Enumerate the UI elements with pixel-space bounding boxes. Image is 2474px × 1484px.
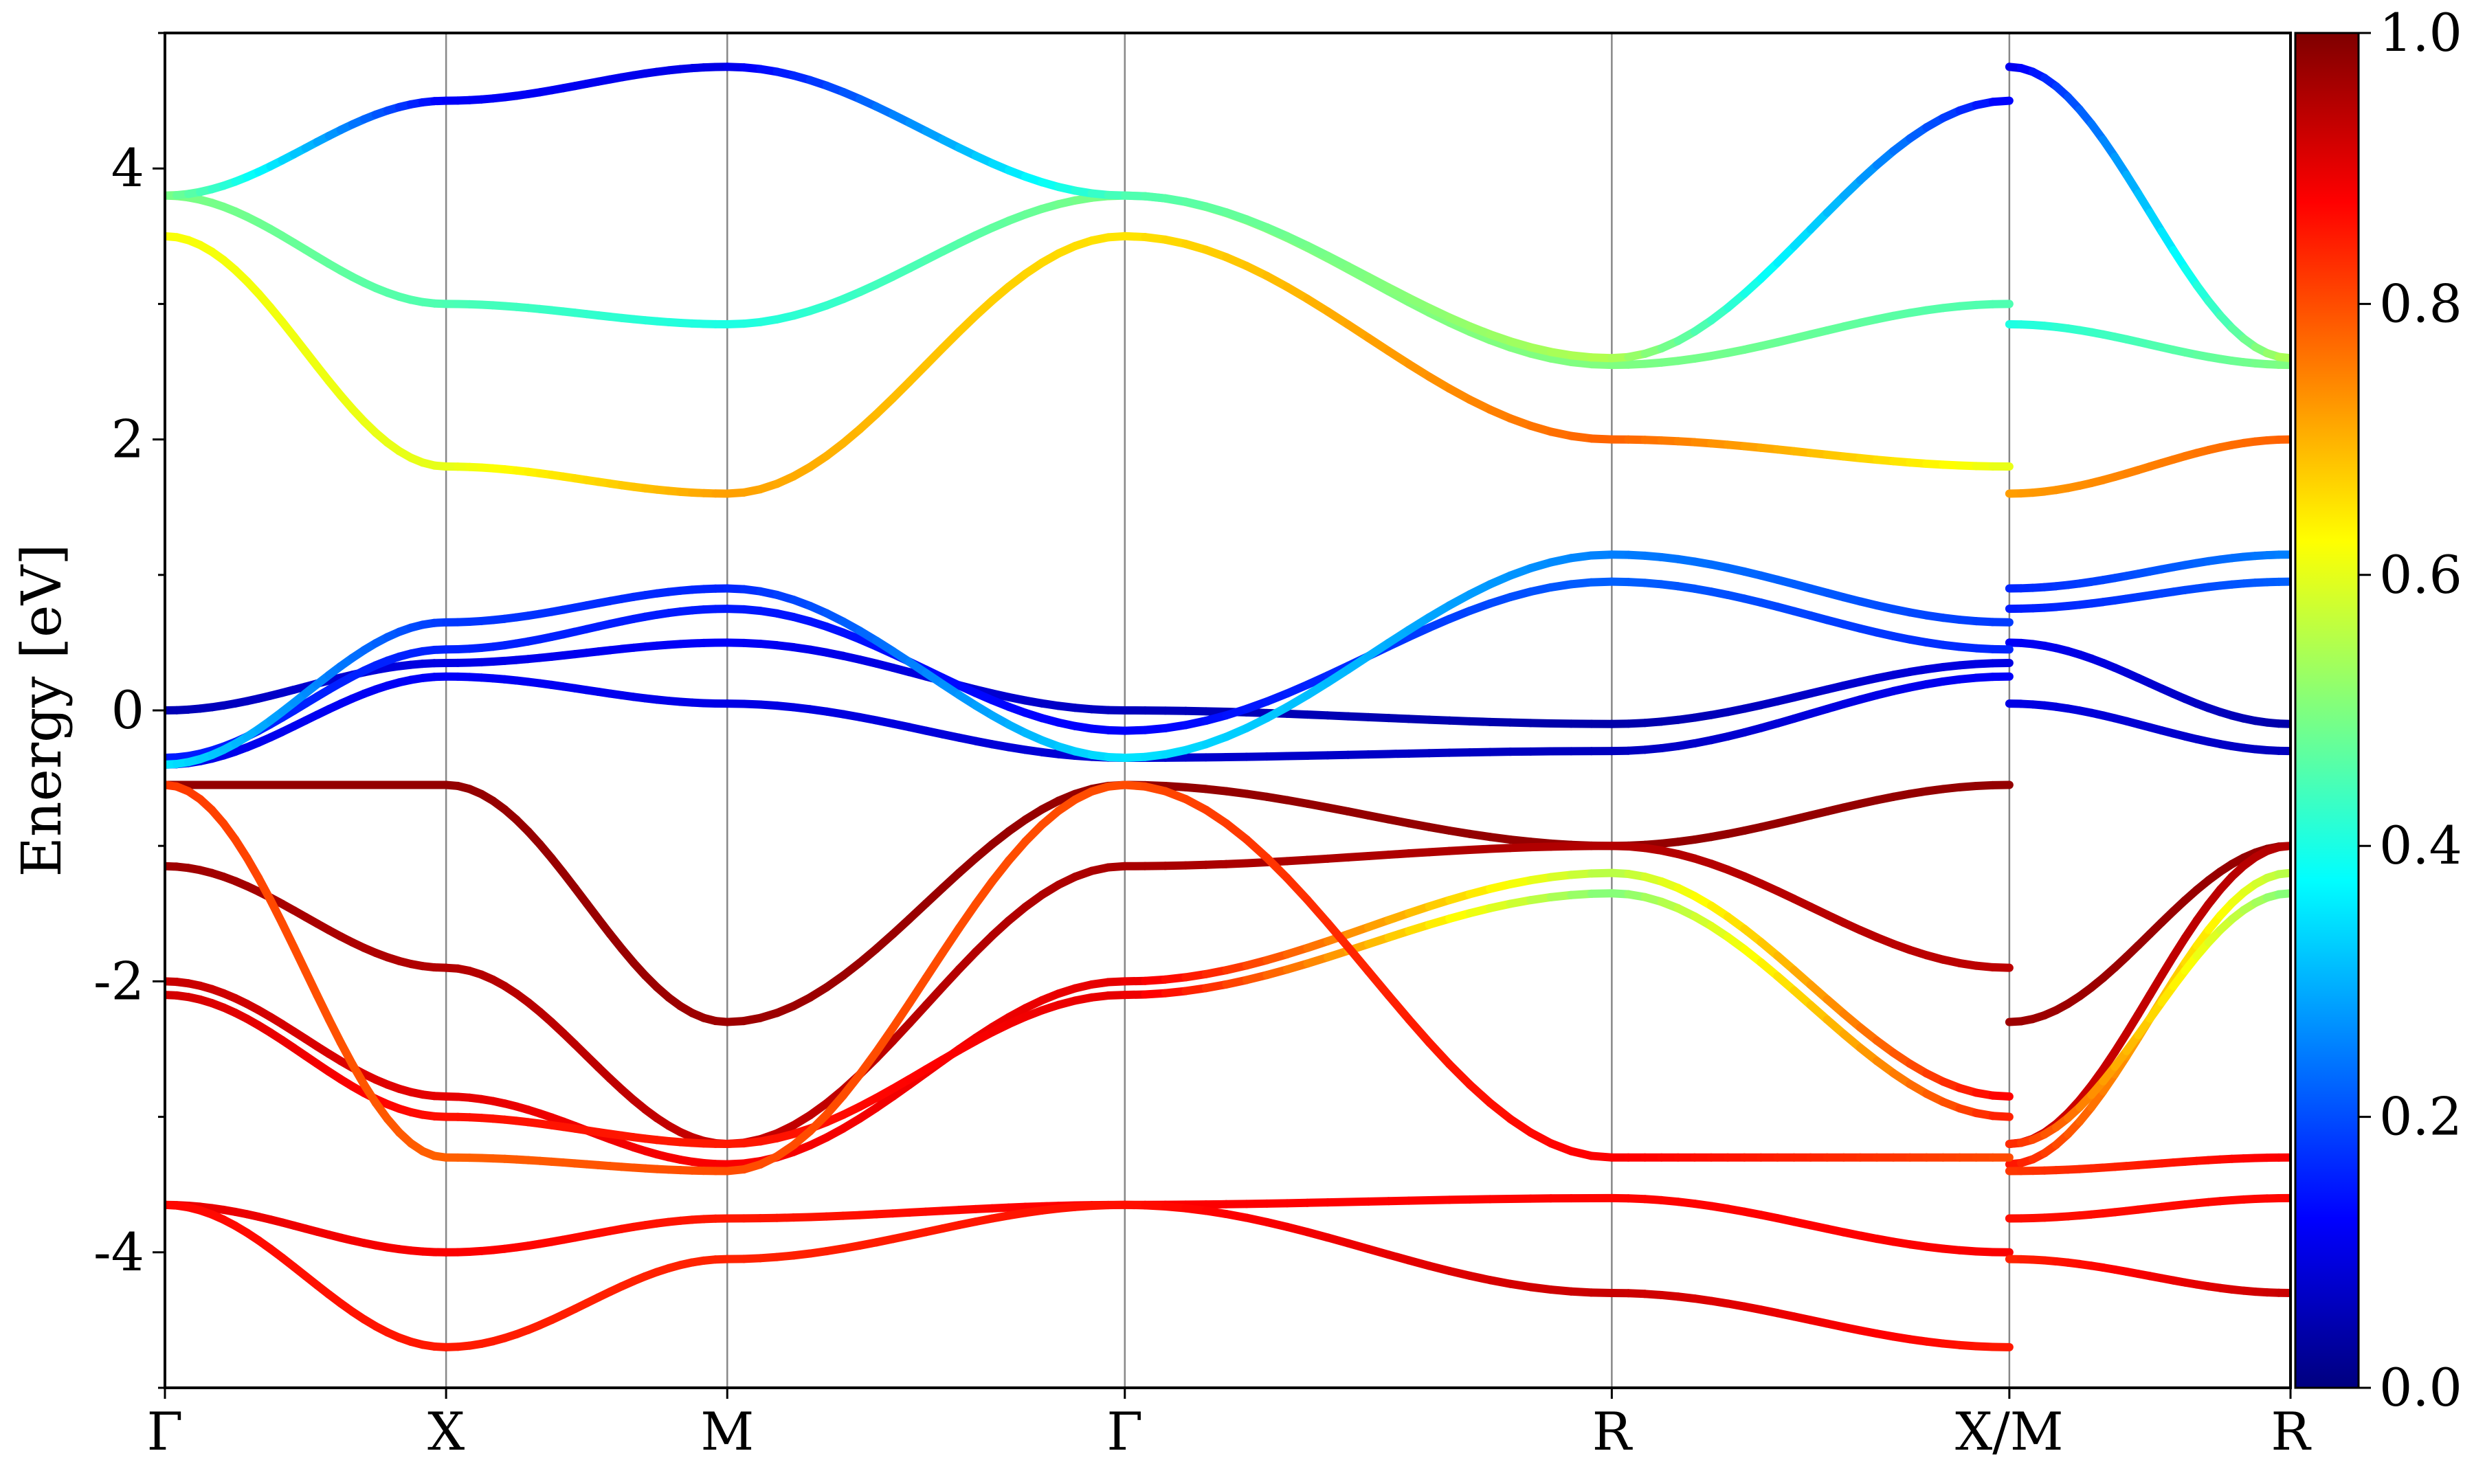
y-tick-label: 0 (111, 679, 144, 741)
band-4-segment (872, 1024, 898, 1057)
band-4-segment (905, 974, 930, 1008)
band-4-segment (324, 1015, 345, 1047)
band-4-segment (988, 856, 1014, 886)
y-axis-label: Energy [eV] (10, 544, 74, 877)
band-3-segment (2274, 889, 2291, 899)
band-4-segment (1445, 1060, 1474, 1089)
band-4-segment (1425, 1038, 1454, 1069)
colorbar-tick-label: 0.8 (2379, 273, 2462, 334)
colorbar-tick-label: 1.0 (2379, 2, 2462, 63)
y-tick-label: -4 (93, 1222, 144, 1283)
band-4-segment (971, 877, 996, 908)
band-4-segment (1242, 835, 1271, 862)
band-4-segment (301, 967, 322, 1000)
band-4-segment (1344, 943, 1373, 976)
band-4-segment (889, 999, 914, 1033)
band-4-segment (822, 1091, 847, 1119)
band-4-segment (856, 1048, 881, 1079)
x-tick-label: R (2271, 1401, 2312, 1462)
band-4-segment (336, 1038, 357, 1069)
band-4-segment (1282, 874, 1312, 904)
y-tick-label: 2 (111, 409, 144, 470)
band-4-segment (922, 948, 947, 982)
band-2-segment (2274, 868, 2291, 879)
colorbar-tick-label: 0.4 (2379, 815, 2462, 876)
x-tick-label: M (700, 1401, 754, 1462)
band-4-segment (838, 1070, 865, 1100)
band-4-segment (289, 943, 310, 976)
colorbar (2294, 32, 2360, 1389)
band-1-segment (1988, 963, 2014, 972)
band-4-segment (1405, 1015, 1434, 1047)
band-4-segment (1486, 1099, 1515, 1123)
band-13-segment (1988, 96, 2014, 106)
band-13-segment (2274, 352, 2291, 363)
band-4-segment (1005, 837, 1030, 865)
band-4-segment (266, 895, 287, 928)
band-8-segment (2274, 719, 2291, 728)
x-tick-label: X (427, 1401, 465, 1462)
band-4-segment (1262, 853, 1291, 883)
band-2-segment (1988, 1091, 2014, 1101)
band-4-segment (1465, 1080, 1495, 1108)
band-4-segment (938, 923, 963, 957)
band-4-segment (1324, 919, 1352, 952)
x-tick-label: Γ (147, 1401, 183, 1462)
band-4-segment (1303, 895, 1333, 928)
colorbar-tick-label: 0.0 (2379, 1357, 2462, 1418)
band-4-segment (955, 899, 980, 932)
bands (165, 63, 2291, 1351)
y-axis: -4 -2 0 2 4 (93, 32, 165, 1389)
band-4-segment (1222, 819, 1251, 844)
colorbar-ticks: 0.0 0.2 0.4 0.6 0.8 1.0 (2359, 2, 2462, 1418)
band-4-segment (313, 991, 333, 1024)
x-axis: Γ X M Γ R X/M R (147, 1388, 2312, 1462)
y-tick-label: -2 (93, 950, 144, 1011)
x-tick-label: R (1592, 1401, 1634, 1462)
x-tick-label: X/M (1955, 1401, 2064, 1462)
band-4-segment (1384, 991, 1414, 1024)
band-4-segment (278, 919, 298, 952)
band-4-segment (1364, 967, 1393, 1000)
x-tick-label: Γ (1106, 1401, 1143, 1462)
y-tick-label: 4 (111, 137, 144, 199)
colorbar-tick-label: 0.6 (2379, 544, 2462, 605)
band-1-segment (2274, 842, 2291, 852)
band-4-segment (254, 874, 275, 904)
colorbar-tick-label: 0.2 (2379, 1086, 2462, 1147)
